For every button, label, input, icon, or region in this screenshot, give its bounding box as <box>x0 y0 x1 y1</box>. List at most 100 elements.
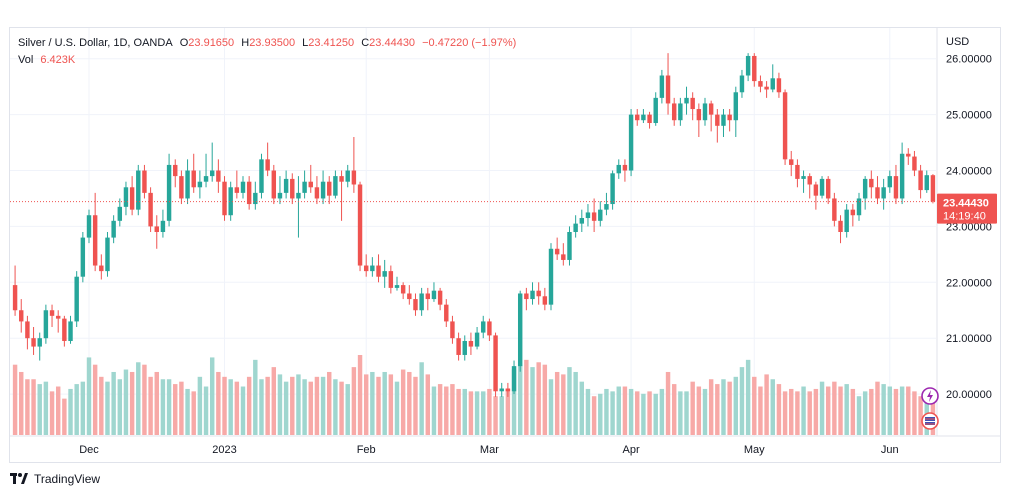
candle-body <box>154 226 159 232</box>
price-tick-label: 25.00000 <box>946 110 992 122</box>
candle-body <box>419 293 424 311</box>
volume-bar <box>68 388 73 435</box>
candle-body <box>487 321 492 336</box>
candle-body <box>838 220 843 232</box>
symbol-title[interactable]: Silver / U.S. Dollar, 1D, OANDA <box>18 37 173 49</box>
tradingview-branding[interactable]: TradingView <box>10 472 100 486</box>
candle-body <box>283 178 289 193</box>
volume-bar <box>111 371 116 435</box>
candle-body <box>333 176 338 196</box>
volume-bar <box>930 388 936 435</box>
candle-body <box>302 181 307 193</box>
volume-bar <box>819 381 825 435</box>
price-tick-label: 23.00000 <box>946 221 992 233</box>
volume-bar <box>142 364 147 435</box>
time-tick-label: Mar <box>480 444 499 456</box>
candle-body <box>671 103 677 121</box>
volume-bar <box>351 367 357 435</box>
volume-bar <box>160 379 166 435</box>
candle-body <box>850 209 856 216</box>
volume-bar <box>25 379 30 435</box>
last-price-value: 23.44430 <box>943 198 989 210</box>
candle-body <box>548 248 554 305</box>
volume-bar <box>912 391 917 435</box>
volume-label[interactable]: Vol <box>18 54 34 66</box>
volume-bar <box>869 388 874 435</box>
volume-bar <box>197 376 203 435</box>
candle-body <box>598 209 603 221</box>
candle-body <box>517 293 523 367</box>
candle-body <box>296 192 301 199</box>
candle-body <box>265 159 270 171</box>
volume-bar <box>764 374 769 435</box>
low-label: L <box>302 37 309 49</box>
volume-bar <box>216 371 221 435</box>
candle-body <box>462 340 467 355</box>
candle-body <box>715 114 720 126</box>
volume-bar <box>357 355 363 435</box>
time-tick-label: May <box>744 444 765 456</box>
volume-bar <box>733 376 739 435</box>
candlesticks <box>12 53 936 397</box>
candle-body <box>511 366 517 392</box>
candle-body <box>745 55 751 76</box>
candle-body <box>240 181 246 193</box>
last-price-tag-bg <box>937 193 997 224</box>
volume-bar <box>222 376 227 435</box>
candle-body <box>795 164 800 179</box>
volume-bar <box>906 386 911 435</box>
volume-bar <box>789 388 794 435</box>
volume-bar <box>536 362 541 435</box>
price-tick-label: 22.00000 <box>946 277 992 289</box>
volume-bar <box>684 391 689 435</box>
candle-body <box>37 338 42 347</box>
volume-bar <box>862 391 868 435</box>
volume-bar <box>49 391 55 435</box>
volume-bar <box>678 391 683 435</box>
candle-body <box>591 212 597 221</box>
volume-bar <box>265 376 270 435</box>
tradingview-logo-icon <box>10 473 28 484</box>
volume-bar <box>770 379 775 435</box>
volume-bar <box>62 398 67 435</box>
volume-bar <box>628 388 634 435</box>
candle-body <box>499 388 504 392</box>
candle-body <box>468 340 474 347</box>
volume-bar <box>505 388 511 435</box>
low-value: 23.41250 <box>308 37 355 49</box>
candle-body <box>105 237 110 272</box>
volume-bar <box>844 384 849 435</box>
volume-bar <box>173 384 178 435</box>
volume-bar <box>413 376 418 435</box>
last-price-tag: 23.44430 14:19:40 <box>937 193 997 224</box>
volume-bar <box>739 367 745 435</box>
candle-body <box>579 218 585 224</box>
volume-bar <box>635 391 640 435</box>
volume-bar <box>37 384 42 435</box>
volume-bar <box>191 391 196 435</box>
candle-body <box>234 187 240 193</box>
volume-bar <box>893 388 899 435</box>
volume-bar <box>721 379 726 435</box>
candle-body <box>437 290 443 305</box>
volume-bar <box>561 374 566 435</box>
candle-body <box>370 265 375 272</box>
price-axis-labels: 26.00000 25.00000 24.00000 23.00000 22.00000… <box>946 54 992 401</box>
candle-body <box>277 192 283 199</box>
candle-body <box>345 170 350 182</box>
volume-bar <box>795 391 800 435</box>
volume-bar <box>585 388 591 435</box>
time-axis-labels: Dec 2023 Feb Mar Apr May Jun <box>79 444 898 456</box>
time-tick-label: Jun <box>881 444 899 456</box>
candle-body <box>696 109 702 121</box>
candle-body <box>881 187 886 199</box>
candle-body <box>647 114 652 124</box>
candle-body <box>789 159 794 165</box>
flag-icon[interactable] <box>921 412 939 430</box>
alert-icon[interactable] <box>921 387 939 405</box>
volume-bar <box>259 379 264 435</box>
candle-body <box>752 55 757 82</box>
high-label: H <box>241 37 250 49</box>
candle-body <box>782 92 788 160</box>
